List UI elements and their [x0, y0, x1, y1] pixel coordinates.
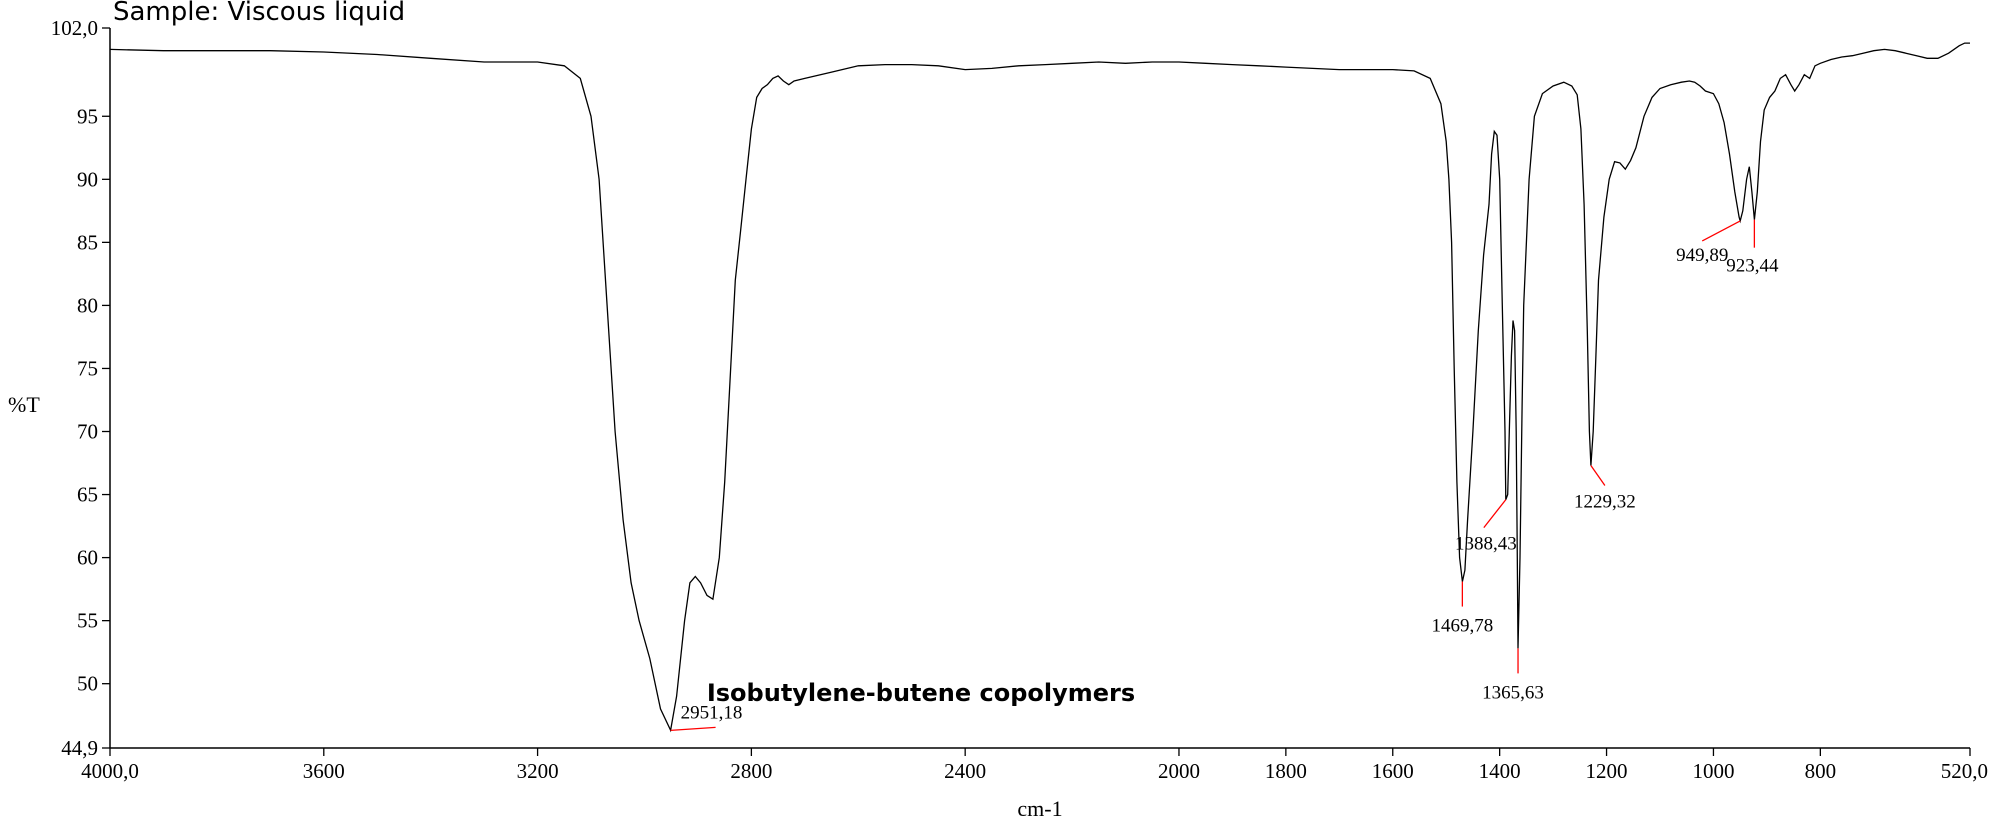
x-tick-label: 1800	[1265, 759, 1307, 783]
x-tick-label: 3600	[303, 759, 345, 783]
x-tick-label: 800	[1805, 759, 1837, 783]
peak-label: 949,89	[1676, 245, 1728, 266]
y-tick-label: 75	[77, 356, 98, 380]
y-axis-ticks: 102,0 95 90 85 80 75 70 65 60 55 50 44,9	[51, 16, 110, 760]
y-tick-label: 44,9	[61, 736, 98, 760]
x-tick-label: 1400	[1479, 759, 1521, 783]
peak-label: 1469,78	[1431, 616, 1493, 637]
peak-label: 1388,43	[1455, 534, 1517, 555]
y-tick-label: 65	[77, 483, 98, 507]
y-tick-label: 85	[77, 230, 98, 254]
peak-marker-line	[670, 726, 716, 731]
y-tick-label: 60	[77, 546, 98, 570]
y-tick-label: 102,0	[51, 16, 98, 40]
x-tick-label: 2000	[1158, 759, 1200, 783]
x-tick-label: 2800	[730, 759, 772, 783]
peak-label: 923,44	[1726, 256, 1779, 277]
peak-marker-line	[1701, 220, 1741, 242]
x-tick-label: 2400	[944, 759, 986, 783]
y-tick-label: 95	[77, 104, 98, 128]
peak-annotations: 2951,18 1469,78 1388,43 1365,63 1229,32 949,8…	[670, 219, 1779, 731]
y-tick-label: 70	[77, 420, 98, 444]
x-tick-label: 520,0	[1941, 759, 1988, 783]
x-tick-label: 1000	[1692, 759, 1734, 783]
x-axis-title: cm-1	[1017, 796, 1062, 820]
peak-marker-line	[1590, 465, 1606, 486]
peak-marker-line	[1483, 499, 1507, 528]
compound-annotation: Isobutylene-butene copolymers	[707, 679, 1135, 707]
peak-label: 1229,32	[1574, 492, 1636, 513]
x-tick-label: 3200	[517, 759, 559, 783]
sample-label: Sample: Viscous liquid	[113, 0, 405, 27]
y-tick-label: 50	[77, 672, 98, 696]
peak-label: 1365,63	[1482, 682, 1544, 703]
y-axis-title: %T	[8, 392, 40, 417]
y-tick-label: 55	[77, 609, 98, 633]
peak-label: 2951,18	[681, 702, 743, 723]
x-tick-label: 1200	[1586, 759, 1628, 783]
y-tick-label: 80	[77, 293, 98, 317]
y-tick-label: 90	[77, 167, 98, 191]
x-axis-ticks: 4000,0 3600 3200 2800 2400 2000 1800 1600 1400 12…	[81, 748, 1988, 783]
spectrum-line	[109, 42, 1970, 733]
x-tick-label: 4000,0	[81, 759, 139, 783]
x-tick-label: 1600	[1372, 759, 1414, 783]
